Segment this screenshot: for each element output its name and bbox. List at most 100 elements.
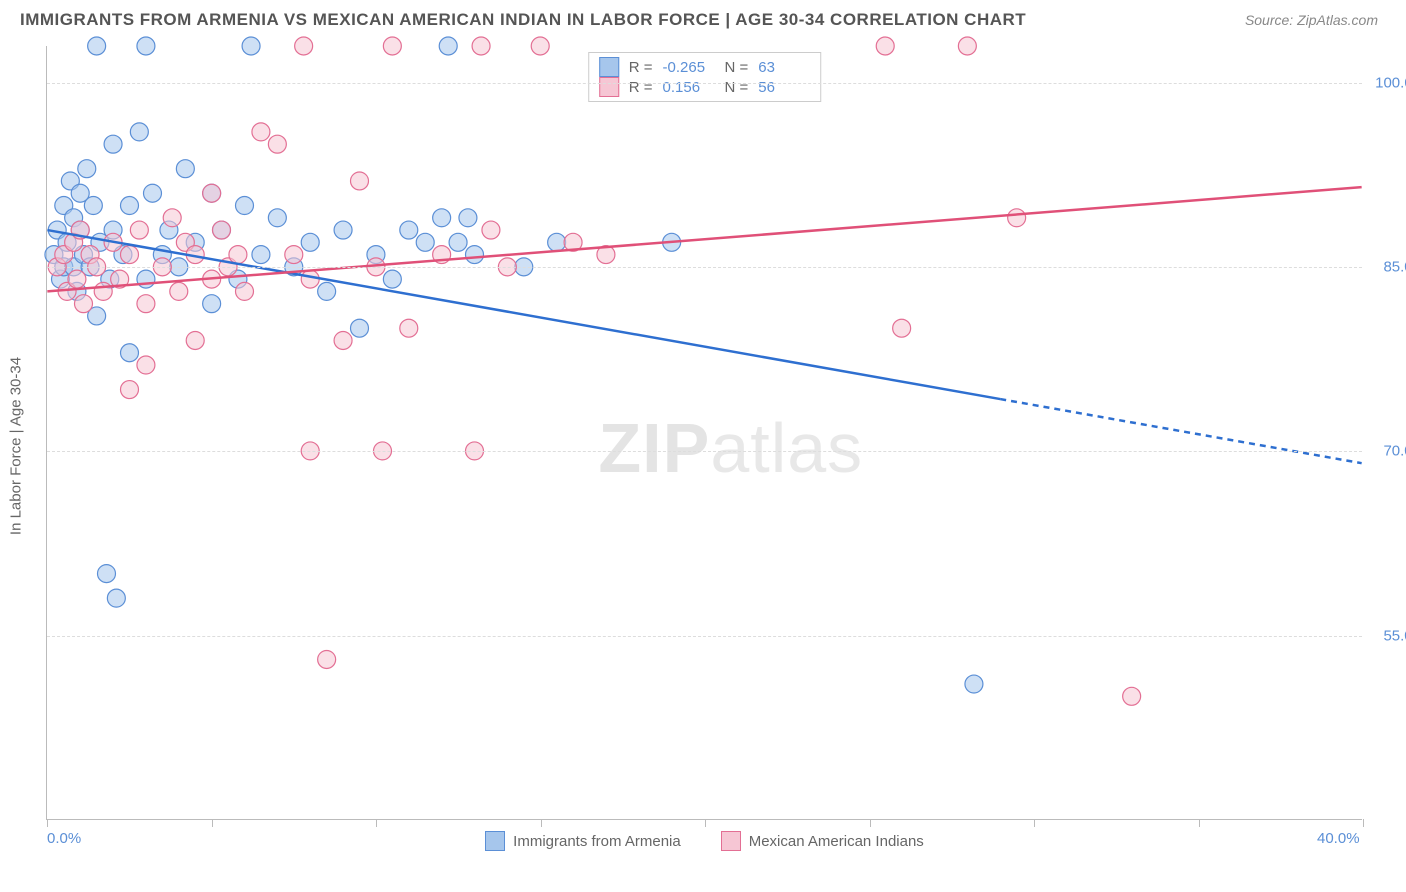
data-point-mexican	[531, 37, 549, 55]
x-tick	[870, 819, 871, 827]
data-point-mexican	[482, 221, 500, 239]
legend-item-armenia: Immigrants from Armenia	[485, 831, 681, 851]
legend-swatch-icon	[599, 77, 619, 97]
data-point-mexican	[301, 270, 319, 288]
data-point-mexican	[295, 37, 313, 55]
data-point-armenia	[104, 135, 122, 153]
source-label: Source: ZipAtlas.com	[1245, 12, 1378, 28]
x-tick	[376, 819, 377, 827]
data-point-armenia	[252, 246, 270, 264]
legend-series-name: Mexican American Indians	[749, 833, 924, 850]
data-point-mexican	[130, 221, 148, 239]
data-point-armenia	[301, 233, 319, 251]
plot-svg	[47, 46, 1362, 819]
data-point-armenia	[107, 589, 125, 607]
gridline-h	[47, 636, 1362, 637]
trend-line-armenia	[47, 230, 1000, 399]
data-point-armenia	[466, 246, 484, 264]
x-tick	[1363, 819, 1364, 827]
data-point-mexican	[893, 319, 911, 337]
data-point-armenia	[203, 295, 221, 313]
data-point-mexican	[75, 295, 93, 313]
data-point-armenia	[383, 270, 401, 288]
data-point-armenia	[98, 565, 116, 583]
legend-n-value: 56	[758, 79, 810, 96]
scatter-chart: ZIPatlas R =-0.265N =63R =0.156N =56 Imm…	[46, 46, 1362, 820]
x-tick	[1199, 819, 1200, 827]
legend-swatch-icon	[485, 831, 505, 851]
data-point-armenia	[130, 123, 148, 141]
data-point-armenia	[137, 37, 155, 55]
y-tick-label: 70.0%	[1366, 443, 1406, 460]
data-point-mexican	[472, 37, 490, 55]
data-point-mexican	[1123, 687, 1141, 705]
data-point-mexican	[1008, 209, 1026, 227]
data-point-mexican	[229, 246, 247, 264]
data-point-armenia	[439, 37, 457, 55]
data-point-mexican	[137, 295, 155, 313]
data-point-mexican	[252, 123, 270, 141]
data-point-mexican	[318, 651, 336, 669]
data-point-mexican	[383, 37, 401, 55]
data-point-armenia	[400, 221, 418, 239]
chart-title: IMMIGRANTS FROM ARMENIA VS MEXICAN AMERI…	[20, 10, 1026, 30]
legend-r-label: R =	[629, 59, 653, 76]
x-tick	[212, 819, 213, 827]
gridline-h	[47, 451, 1362, 452]
y-tick-label: 55.0%	[1366, 627, 1406, 644]
legend-r-label: R =	[629, 79, 653, 96]
data-point-mexican	[351, 172, 369, 190]
x-tick	[705, 819, 706, 827]
data-point-armenia	[449, 233, 467, 251]
data-point-armenia	[137, 270, 155, 288]
legend-n-label: N =	[725, 59, 749, 76]
x-tick-label: 0.0%	[47, 830, 81, 847]
legend-series-name: Immigrants from Armenia	[513, 833, 681, 850]
legend-row-mexican: R = 0.156 N = 56	[599, 77, 811, 97]
data-point-mexican	[121, 246, 139, 264]
data-point-mexican	[94, 282, 112, 300]
data-point-armenia	[433, 209, 451, 227]
data-point-mexican	[68, 270, 86, 288]
legend-n-label: N =	[725, 79, 749, 96]
data-point-armenia	[144, 184, 162, 202]
data-point-armenia	[459, 209, 477, 227]
data-point-mexican	[170, 282, 188, 300]
data-point-armenia	[318, 282, 336, 300]
data-point-armenia	[334, 221, 352, 239]
data-point-armenia	[121, 344, 139, 362]
data-point-mexican	[186, 331, 204, 349]
legend-r-value: -0.265	[663, 59, 715, 76]
data-point-armenia	[84, 197, 102, 215]
gridline-h	[47, 267, 1362, 268]
x-tick-label: 40.0%	[1317, 830, 1360, 847]
legend-correlation: R = -0.265 N = 63 R = 0.156 N = 56	[588, 52, 822, 102]
y-tick-label: 100.0%	[1366, 74, 1406, 91]
data-point-mexican	[121, 381, 139, 399]
legend-item-mexican: Mexican American Indians	[721, 831, 924, 851]
x-tick	[47, 819, 48, 827]
data-point-mexican	[285, 246, 303, 264]
data-point-armenia	[88, 37, 106, 55]
legend-swatch-icon	[721, 831, 741, 851]
data-point-armenia	[176, 160, 194, 178]
data-point-mexican	[268, 135, 286, 153]
trend-line-armenia-dashed	[1000, 399, 1361, 463]
y-axis-title: In Labor Force | Age 30-34	[8, 357, 25, 535]
legend-series: Immigrants from Armenia Mexican American …	[47, 831, 1362, 851]
data-point-mexican	[876, 37, 894, 55]
gridline-h	[47, 83, 1362, 84]
x-tick	[1034, 819, 1035, 827]
data-point-mexican	[163, 209, 181, 227]
legend-n-value: 63	[758, 59, 810, 76]
data-point-armenia	[242, 37, 260, 55]
legend-swatch-icon	[599, 57, 619, 77]
x-tick	[541, 819, 542, 827]
data-point-armenia	[78, 160, 96, 178]
legend-r-value: 0.156	[663, 79, 715, 96]
data-point-mexican	[334, 331, 352, 349]
data-point-armenia	[548, 233, 566, 251]
y-tick-label: 85.0%	[1366, 259, 1406, 276]
data-point-mexican	[958, 37, 976, 55]
data-point-armenia	[121, 197, 139, 215]
